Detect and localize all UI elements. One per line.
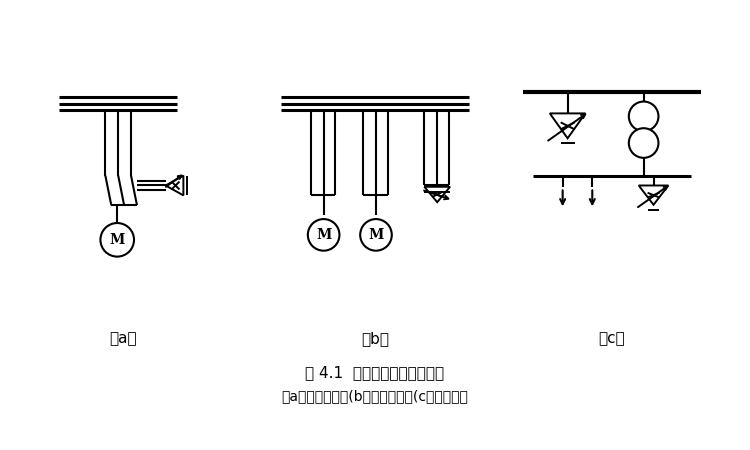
Text: 图 4.1  并联电容器的补偿方式: 图 4.1 并联电容器的补偿方式 <box>305 366 445 381</box>
Circle shape <box>308 219 340 251</box>
Circle shape <box>628 102 658 131</box>
Text: M: M <box>316 228 332 242</box>
Text: M: M <box>368 228 384 242</box>
Text: （a）: （a） <box>110 331 137 346</box>
Circle shape <box>360 219 392 251</box>
Text: （b）: （b） <box>361 331 389 346</box>
Circle shape <box>628 128 658 158</box>
Circle shape <box>100 223 134 256</box>
Text: （c）: （c） <box>598 331 625 346</box>
Text: （a）个别补偿；(b）分组补偿；(c）集中补偿: （a）个别补偿；(b）分组补偿；(c）集中补偿 <box>281 389 469 403</box>
Text: M: M <box>110 233 125 247</box>
